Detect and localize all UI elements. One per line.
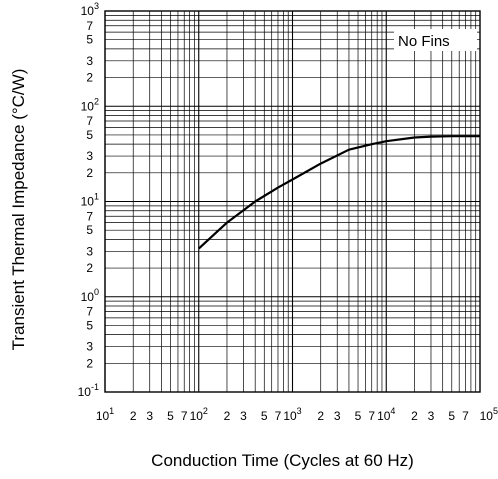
series-line-0 [198,135,480,250]
data-layer [198,135,480,250]
x-tick-label: 5 [167,409,174,423]
y-tick-label: 5 [86,33,93,47]
x-tick-label: 102 [190,406,208,423]
x-tick-label: 3 [334,409,341,423]
x-tick-label: 5 [261,409,268,423]
x-tick-label: 3 [146,409,153,423]
x-axis-label: Conduction Time (Cycles at 60 Hz) [151,451,414,470]
grid [104,11,480,393]
y-tick-label: 5 [86,318,93,332]
y-tick-label: 3 [86,340,93,354]
y-tick-label: 10-1 [78,382,99,399]
x-tick-label: 2 [130,409,137,423]
x-tick-label: 3 [428,409,435,423]
y-tick-label: 3 [86,149,93,163]
y-tick-label: 101 [81,192,99,209]
x-tick-label: 105 [480,406,498,423]
y-tick-label: 103 [81,1,99,18]
x-tick-label: 5 [355,409,362,423]
legend: No Fins [394,29,477,51]
y-tick-label: 2 [86,356,93,370]
x-tick-label: 5 [448,409,455,423]
plot-frame [104,10,481,393]
y-tick-label: 3 [86,54,93,68]
y-tick-label: 100 [81,287,99,304]
y-axis-label: Transient Thermal Impedance (°C/W) [9,69,28,351]
y-tick-label: 5 [86,128,93,142]
x-tick-label: 2 [317,409,324,423]
y-tick-label: 7 [86,114,93,128]
y-tick-label: 7 [86,19,93,33]
legend-box [394,29,477,51]
y-tick-label: 2 [86,261,93,275]
x-tick-label: 7 [368,409,375,423]
x-tick-label: 2 [411,409,418,423]
y-tick-label: 5 [86,223,93,237]
y-tick-label: 102 [81,96,99,113]
y-tick-label: 7 [86,305,93,319]
x-tick-label: 7 [275,409,282,423]
y-tick-label: 7 [86,209,93,223]
y-tick-label: 2 [86,71,93,85]
x-tick-label: 3 [240,409,247,423]
y-tick-label: 2 [86,166,93,180]
x-tick-label: 101 [96,406,114,423]
x-tick-label: 7 [462,409,469,423]
y-tick-label: 3 [86,244,93,258]
x-tick-label: 2 [224,409,231,423]
x-tick-label: 103 [283,406,301,423]
x-tick-label: 7 [181,409,188,423]
x-tick-label: 104 [377,406,395,423]
legend-label: No Fins [398,33,450,50]
